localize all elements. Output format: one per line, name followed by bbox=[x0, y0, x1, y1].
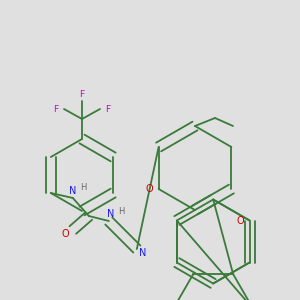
Text: F: F bbox=[53, 104, 58, 113]
Text: H: H bbox=[80, 184, 86, 193]
Text: F: F bbox=[80, 91, 85, 100]
Text: N: N bbox=[69, 186, 76, 196]
Text: N: N bbox=[139, 248, 146, 258]
Text: F: F bbox=[105, 104, 111, 113]
Text: N: N bbox=[107, 209, 115, 219]
Text: O: O bbox=[61, 229, 69, 239]
Text: O: O bbox=[146, 184, 153, 194]
Text: H: H bbox=[118, 206, 124, 215]
Text: O: O bbox=[237, 215, 244, 226]
